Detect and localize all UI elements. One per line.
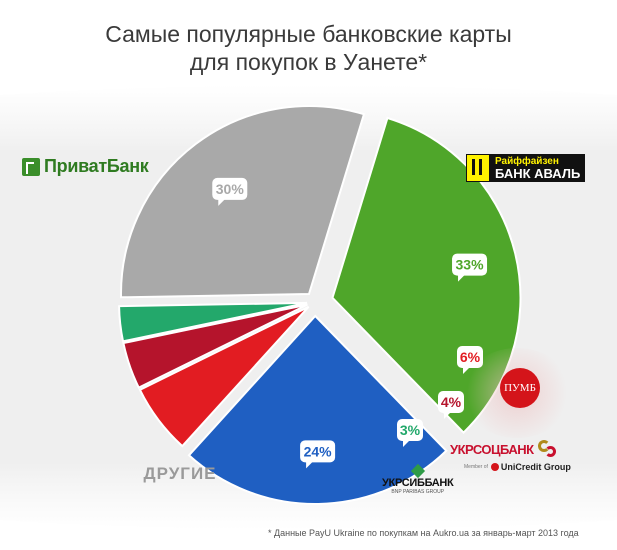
ukrsotsbank-logo: УКРСОЦБАНК: [450, 440, 556, 458]
privatbank-logo: ПриватБанк: [22, 156, 149, 177]
pie-value-label-text: 24%: [304, 443, 333, 459]
privatbank-logo-text: ПриватБанк: [44, 156, 149, 176]
raiffeisen-logo: Райффайзен БАНК АВАЛЬ: [466, 154, 586, 182]
chart-title-line-1: Самые популярные банковские карты: [105, 21, 512, 47]
pie-slice: [122, 303, 308, 389]
pie-value-label-text: 6%: [460, 349, 481, 365]
privatbank-logo-icon: [22, 157, 40, 176]
pie-slice: [138, 305, 310, 448]
pie-slice: [120, 105, 366, 299]
ukrsibbank-logo-icon: [410, 463, 425, 479]
chart-title-line-2: для покупок в Уанете*: [189, 49, 428, 75]
ukrsibbank-logo: УКРСИББАНК BNP PARIBAS GROUP: [382, 463, 454, 495]
pumb-logo-text: ПУМБ: [504, 382, 536, 394]
pie-value-label: 3%: [397, 419, 423, 447]
pie-value-label: 30%: [212, 177, 248, 206]
unicredit-logo-icon: [490, 463, 499, 471]
pie-slice: [118, 301, 308, 343]
pie-value-label: 4%: [438, 391, 464, 419]
raiffeisen-logo-text-bottom: БАНК АВАЛЬ: [495, 166, 581, 181]
pie-value-labels: 33% 24% 6% 4% 3% 30%: [212, 177, 488, 469]
unicredit-logo: Member of UniCredit Group: [464, 462, 571, 472]
pie-value-label: 33%: [452, 253, 488, 282]
ukrsibbank-logo-text: УКРСИББАНК: [382, 477, 454, 489]
pie-value-label: 24%: [300, 440, 336, 469]
pie-value-label-text: 33%: [456, 257, 485, 273]
ukrsotsbank-logo-text: УКРСОЦБАНК: [450, 441, 534, 457]
footnote: * Данные PayU Ukraine по покупкам на Auk…: [268, 528, 579, 538]
raiffeisen-logo-icon: [466, 154, 490, 182]
raiffeisen-logo-text-top: Райффайзен: [495, 156, 559, 167]
unicredit-logo-text: UniCredit Group: [500, 462, 571, 472]
unicredit-member-text: Member of: [464, 464, 488, 470]
others-label: ДРУГИЕ: [144, 464, 217, 483]
chart-title: Самые популярные банковские карты для по…: [0, 20, 617, 76]
pie-value-label-text: 30%: [216, 181, 245, 197]
pie-value-label-text: 4%: [441, 394, 462, 410]
ukrsibbank-logo-subtext: BNP PARIBAS GROUP: [391, 489, 445, 495]
pumb-logo: ПУМБ: [500, 368, 540, 408]
pie-value-label-text: 3%: [400, 422, 421, 438]
ukrsotsbank-logo-icon: [537, 440, 556, 458]
